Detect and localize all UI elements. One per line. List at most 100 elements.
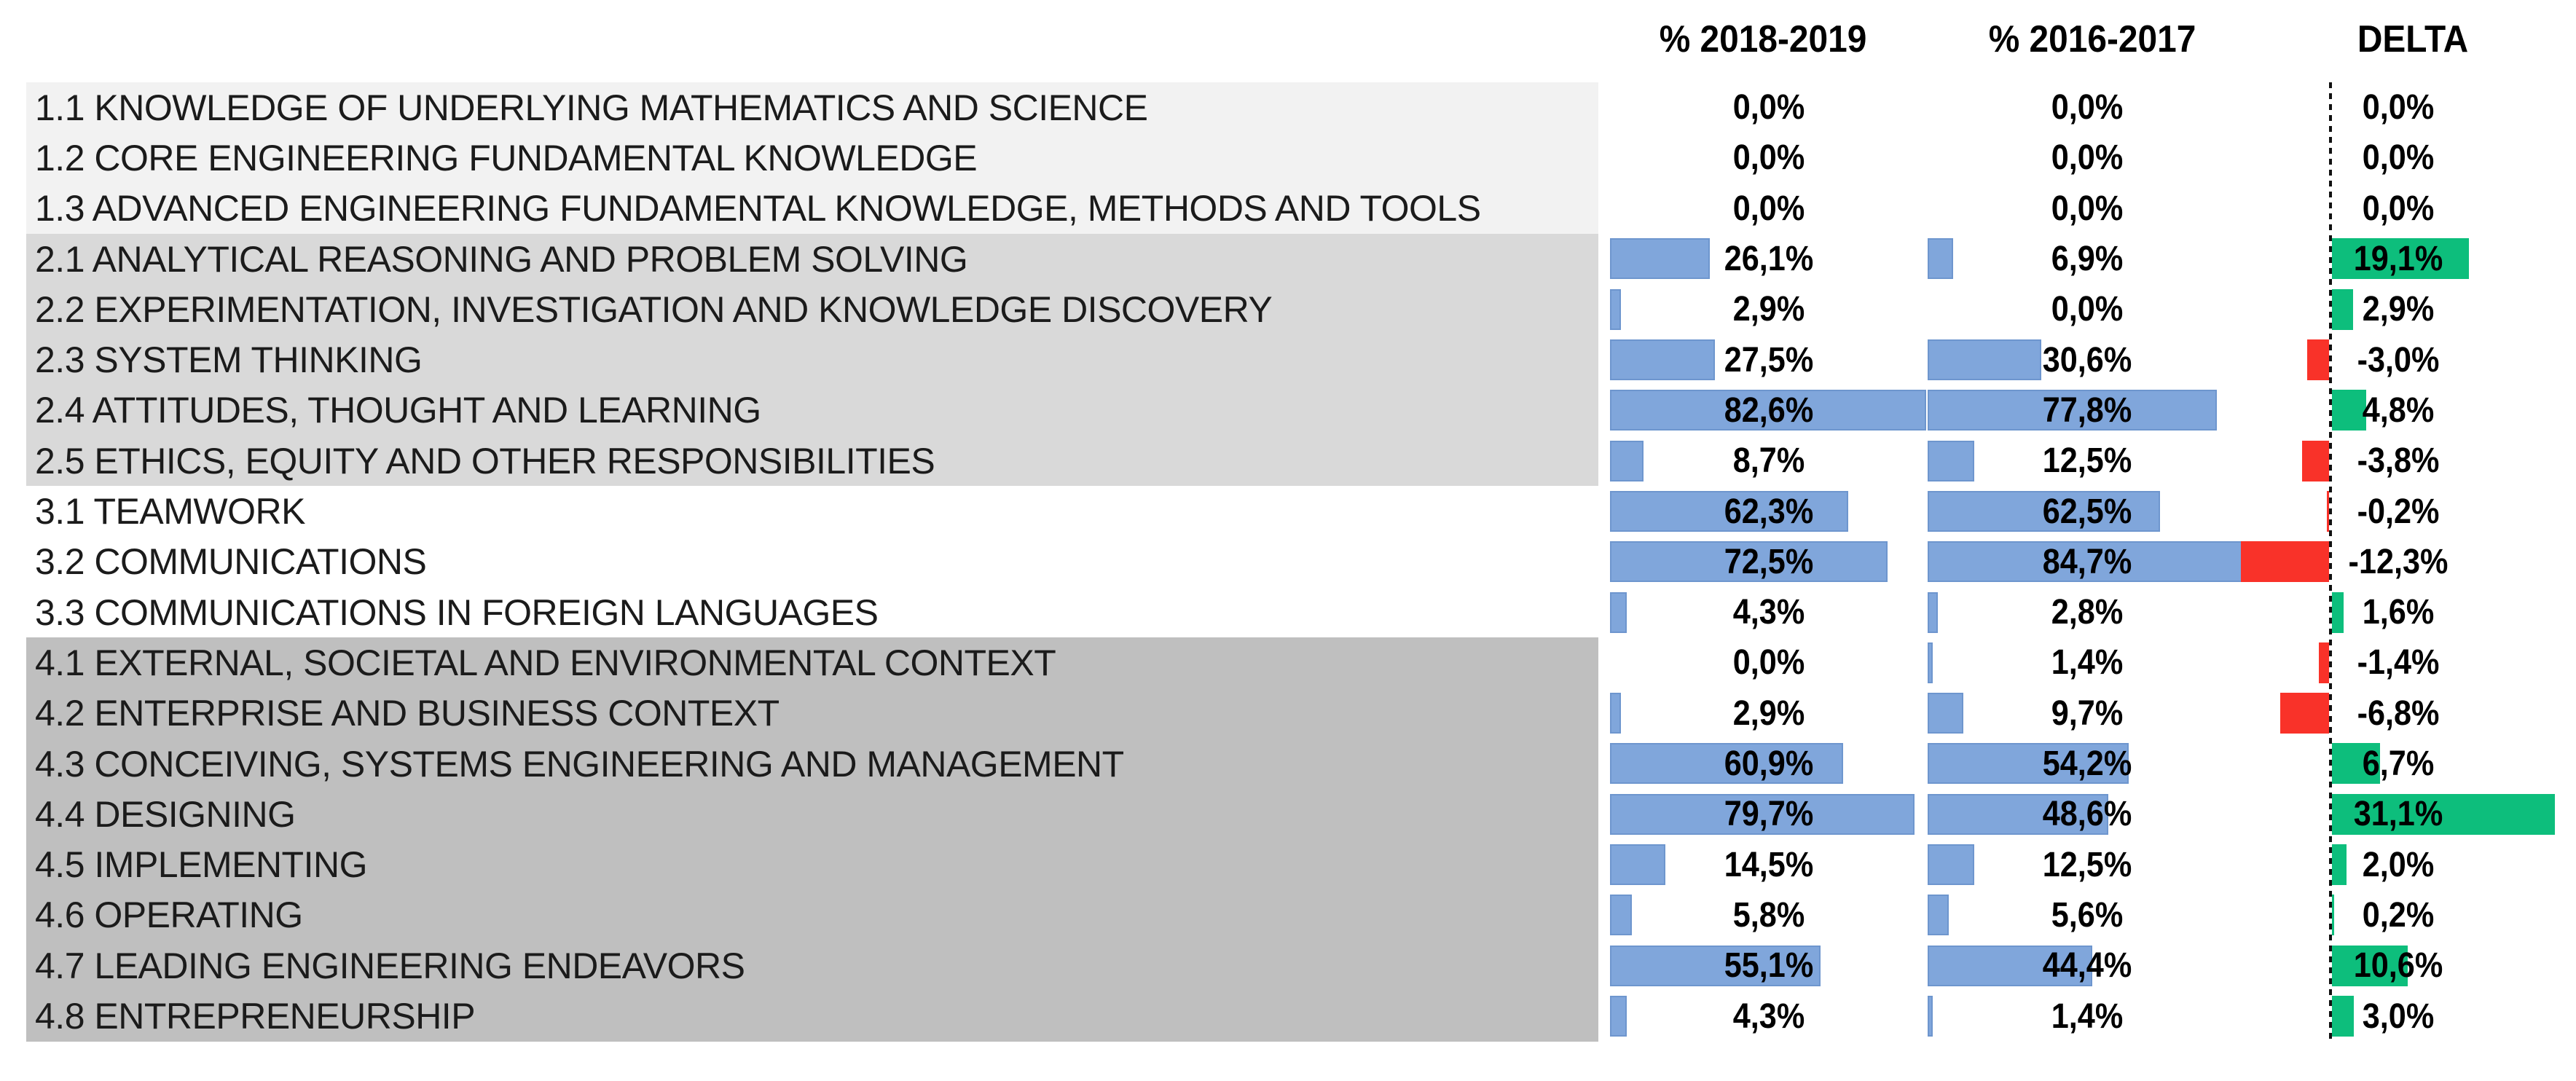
row-label: 4.3 CONCEIVING, SYSTEMS ENGINEERING AND … bbox=[35, 743, 1124, 785]
value-2018-2019: 60,9% bbox=[1724, 744, 1814, 784]
bar-2016-2017 bbox=[1928, 591, 1939, 633]
delta-bar bbox=[2332, 844, 2347, 885]
value-2016-2017: 0,0% bbox=[2051, 290, 2124, 329]
value-2016-2017: 2,8% bbox=[2051, 593, 2124, 632]
value-2016-2017: 0,0% bbox=[2051, 88, 2124, 127]
row-label: 1.2 CORE ENGINEERING FUNDAMENTAL KNOWLED… bbox=[35, 137, 978, 178]
value-delta: 31,1% bbox=[2353, 795, 2443, 834]
delta-bar bbox=[2319, 642, 2329, 683]
value-2018-2019: 26,1% bbox=[1724, 240, 1814, 279]
row-label: 3.1 TEAMWORK bbox=[35, 491, 305, 532]
value-2016-2017: 0,0% bbox=[2051, 189, 2124, 228]
delta-bar bbox=[2280, 693, 2329, 734]
bar-2018-2019 bbox=[1610, 490, 1849, 532]
value-2018-2019: 0,0% bbox=[1732, 189, 1805, 228]
bar-2016-2017 bbox=[1928, 238, 1954, 280]
delta-bar bbox=[2332, 945, 2408, 986]
column-header-delta: DELTA bbox=[2357, 18, 2469, 60]
bar-2018-2019 bbox=[1610, 591, 1627, 633]
group-band-2.x bbox=[26, 233, 1598, 487]
value-2016-2017: 54,2% bbox=[2042, 744, 2132, 784]
value-2016-2017: 12,5% bbox=[2042, 441, 2132, 481]
bar-2016-2017 bbox=[1928, 895, 1949, 936]
value-2016-2017: 44,4% bbox=[2042, 946, 2132, 986]
bar-2016-2017 bbox=[1928, 541, 2242, 583]
value-delta: -0,2% bbox=[2357, 492, 2440, 531]
value-2018-2019: 4,3% bbox=[1732, 593, 1805, 632]
bar-2016-2017 bbox=[1928, 995, 1933, 1037]
row-label: 4.6 OPERATING bbox=[35, 895, 303, 936]
value-2016-2017: 0,0% bbox=[2051, 138, 2124, 178]
value-2018-2019: 8,7% bbox=[1732, 441, 1805, 481]
value-delta: 2,9% bbox=[2362, 290, 2435, 329]
value-2016-2017: 62,5% bbox=[2042, 492, 2132, 531]
delta-bar bbox=[2332, 743, 2380, 785]
group-band-3.x bbox=[26, 486, 1598, 638]
bar-2018-2019 bbox=[1610, 693, 1622, 734]
value-delta: -12,3% bbox=[2348, 542, 2449, 581]
value-2018-2019: 5,8% bbox=[1732, 895, 1805, 935]
value-2018-2019: 27,5% bbox=[1724, 340, 1814, 380]
value-delta: 6,7% bbox=[2362, 744, 2435, 784]
bar-2016-2017 bbox=[1928, 844, 1974, 885]
bar-2018-2019 bbox=[1610, 995, 1627, 1037]
row-label: 4.5 IMPLEMENTING bbox=[35, 844, 368, 886]
row-label: 1.3 ADVANCED ENGINEERING FUNDAMENTAL KNO… bbox=[35, 188, 1481, 229]
value-2016-2017: 5,6% bbox=[2051, 895, 2124, 935]
row-label: 2.4 ATTITUDES, THOUGHT AND LEARNING bbox=[35, 390, 761, 431]
value-delta: 4,8% bbox=[2362, 390, 2435, 430]
value-delta: 0,2% bbox=[2362, 895, 2435, 935]
value-delta: 1,6% bbox=[2362, 593, 2435, 632]
value-delta: -6,8% bbox=[2357, 693, 2440, 733]
value-2016-2017: 48,6% bbox=[2042, 795, 2132, 834]
value-2016-2017: 1,4% bbox=[2051, 997, 2124, 1036]
value-2016-2017: 1,4% bbox=[2051, 643, 2124, 683]
value-2018-2019: 14,5% bbox=[1724, 845, 1814, 884]
bar-2018-2019 bbox=[1610, 339, 1716, 380]
delta-bar bbox=[2240, 541, 2329, 583]
bar-2016-2017 bbox=[1928, 793, 2108, 835]
bar-2018-2019 bbox=[1610, 743, 1843, 785]
value-2018-2019: 0,0% bbox=[1732, 138, 1805, 178]
value-2016-2017: 12,5% bbox=[2042, 845, 2132, 884]
bar-2016-2017 bbox=[1928, 390, 2217, 431]
bar-2018-2019 bbox=[1610, 895, 1633, 936]
delta-bar bbox=[2332, 591, 2344, 633]
row-label: 2.2 EXPERIMENTATION, INVESTIGATION AND K… bbox=[35, 288, 1273, 330]
value-delta: 10,6% bbox=[2353, 946, 2443, 986]
value-2018-2019: 0,0% bbox=[1732, 88, 1805, 127]
value-2016-2017: 30,6% bbox=[2042, 340, 2132, 380]
row-label: 4.1 EXTERNAL, SOCIETAL AND ENVIRONMENTAL… bbox=[35, 642, 1056, 683]
bar-2018-2019 bbox=[1610, 541, 1888, 583]
delta-bar bbox=[2332, 390, 2367, 431]
row-label: 2.3 SYSTEM THINKING bbox=[35, 339, 423, 381]
value-2016-2017: 6,9% bbox=[2051, 240, 2124, 279]
value-2016-2017: 9,7% bbox=[2051, 693, 2124, 733]
value-delta: -3,8% bbox=[2357, 441, 2440, 481]
bar-2018-2019 bbox=[1610, 440, 1644, 481]
delta-bar bbox=[2332, 238, 2470, 280]
bar-2018-2019 bbox=[1610, 793, 1915, 835]
bar-2016-2017 bbox=[1928, 743, 2129, 785]
value-2016-2017: 84,7% bbox=[2042, 542, 2132, 581]
bar-2016-2017 bbox=[1928, 945, 2093, 986]
value-2016-2017: 77,8% bbox=[2042, 390, 2132, 430]
bar-2016-2017 bbox=[1928, 440, 1974, 481]
value-2018-2019: 82,6% bbox=[1724, 390, 1814, 430]
bar-2016-2017 bbox=[1928, 642, 1933, 683]
row-label: 3.2 COMMUNICATIONS bbox=[35, 541, 427, 583]
group-band-4.x bbox=[26, 637, 1598, 1042]
bar-2018-2019 bbox=[1610, 288, 1622, 330]
bar-2016-2017 bbox=[1928, 490, 2160, 532]
delta-bar bbox=[2332, 288, 2353, 330]
column-header-2016-2017: % 2016-2017 bbox=[1988, 18, 2196, 60]
bar-2016-2017 bbox=[1928, 693, 1964, 734]
bar-2018-2019 bbox=[1610, 844, 1666, 885]
row-label: 2.5 ETHICS, EQUITY AND OTHER RESPONSIBIL… bbox=[35, 440, 935, 481]
column-header-2018-2019: % 2018-2019 bbox=[1659, 18, 1867, 60]
value-2018-2019: 62,3% bbox=[1724, 492, 1814, 531]
bar-2016-2017 bbox=[1928, 339, 2042, 380]
group-band-1.x bbox=[26, 82, 1598, 234]
row-label: 4.8 ENTREPRENEURSHIP bbox=[35, 996, 476, 1037]
